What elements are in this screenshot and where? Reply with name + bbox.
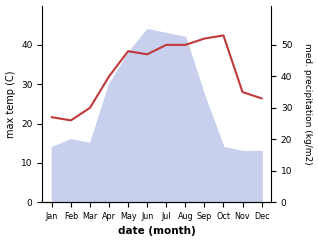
- X-axis label: date (month): date (month): [118, 227, 196, 236]
- Y-axis label: med. precipitation (kg/m2): med. precipitation (kg/m2): [303, 43, 313, 165]
- Y-axis label: max temp (C): max temp (C): [5, 70, 16, 138]
